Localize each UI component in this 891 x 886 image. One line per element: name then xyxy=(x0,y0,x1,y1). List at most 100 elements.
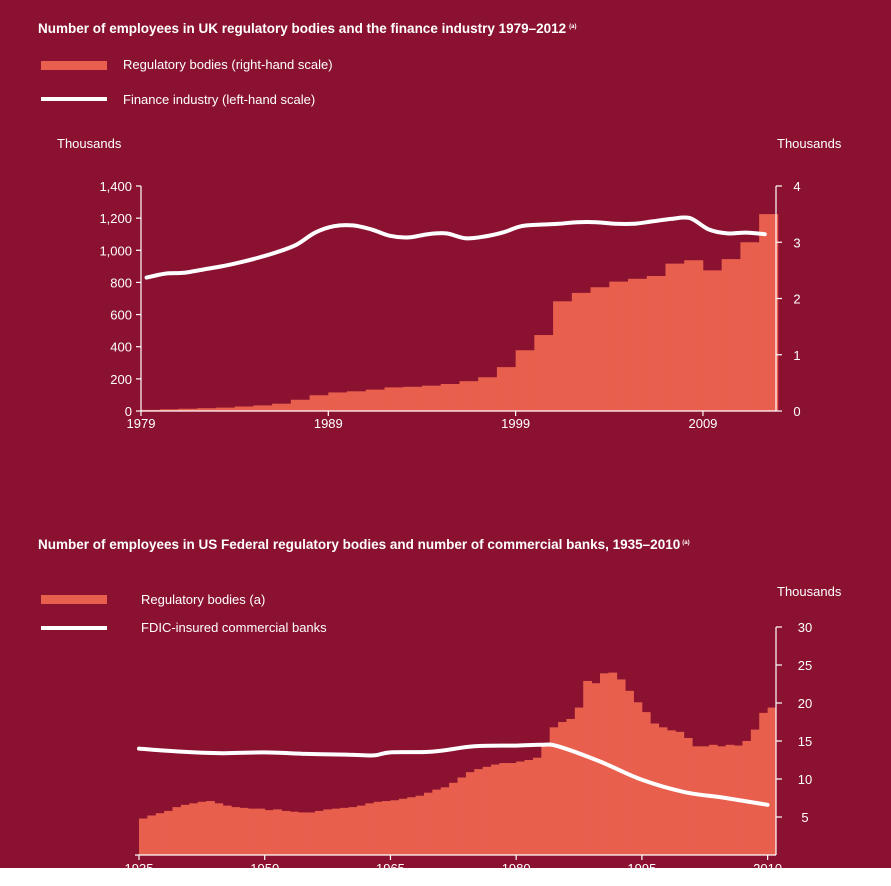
us-legend-line-label: FDIC-insured commercial banks xyxy=(141,620,327,635)
us-regulatory-bar xyxy=(247,808,257,855)
uk-legend-line-label: Finance industry (left-hand scale) xyxy=(123,92,315,107)
us-x-tick-label: 1950 xyxy=(250,861,279,876)
us-regulatory-bar xyxy=(641,712,651,855)
uk-regulatory-bar xyxy=(571,292,591,411)
uk-regulatory-bar xyxy=(197,408,217,411)
us-regulatory-bar xyxy=(524,760,534,855)
us-regulatory-bar xyxy=(583,680,593,855)
us-regulatory-bar xyxy=(398,798,408,855)
uk-regulatory-bar xyxy=(553,301,573,411)
uk-regulatory-bar xyxy=(478,377,498,411)
us-regulatory-bar xyxy=(532,757,542,855)
us-regulatory-bar xyxy=(323,809,333,855)
us-legend-bar-swatch xyxy=(41,595,107,604)
us-regulatory-bar xyxy=(541,744,551,855)
us-regulatory-bar xyxy=(507,763,517,855)
us-regulatory-bar xyxy=(206,801,215,855)
us-regulatory-bar xyxy=(180,804,190,855)
us-regulatory-bar xyxy=(574,707,584,855)
us-regulatory-bar xyxy=(708,744,718,855)
us-regulatory-bar xyxy=(273,809,282,855)
us-regulatory-bar xyxy=(683,737,693,855)
us-regulatory-bar xyxy=(759,712,769,855)
uk-right-tick-label: 4 xyxy=(793,179,800,194)
uk-regulatory-bar xyxy=(515,350,535,411)
us-regulatory-bar xyxy=(449,782,458,855)
uk-regulatory-bar xyxy=(534,335,554,411)
us-chart: Number of employees in US Federal regula… xyxy=(38,537,842,876)
uk-legend-bar-label: Regulatory bodies (right-hand scale) xyxy=(123,57,333,72)
uk-regulatory-bar xyxy=(309,395,329,411)
uk-left-tick-label: 600 xyxy=(110,308,132,323)
us-regulatory-bar xyxy=(373,801,383,855)
us-regulatory-bar xyxy=(390,800,400,855)
uk-regulatory-bar xyxy=(459,381,479,411)
us-regulatory-bar xyxy=(432,789,442,855)
us-legend-bar-label: Regulatory bodies (a) xyxy=(141,592,265,607)
us-regulatory-bar xyxy=(197,801,207,855)
uk-regulatory-bar xyxy=(234,406,254,411)
uk-regulatory-bar xyxy=(272,403,292,411)
us-regulatory-bar xyxy=(331,808,341,855)
uk-regulatory-bar xyxy=(759,214,779,411)
us-regulatory-bar xyxy=(415,795,425,855)
uk-right-tick-label: 0 xyxy=(793,404,800,419)
us-right-tick-label: 30 xyxy=(798,620,812,635)
us-regulatory-bar xyxy=(667,730,676,855)
uk-left-tick-label: 1,400 xyxy=(99,179,132,194)
uk-left-tick-label: 200 xyxy=(110,372,132,387)
us-regulatory-bar xyxy=(658,727,668,855)
us-chart-title: Number of employees in US Federal regula… xyxy=(38,537,690,552)
uk-left-axis-label: Thousands xyxy=(57,136,122,151)
us-regulatory-bar xyxy=(281,810,291,855)
us-right-axis-label: Thousands xyxy=(777,584,842,599)
chart-background xyxy=(0,0,891,868)
uk-left-tick-label: 400 xyxy=(110,340,132,355)
us-right-tick-label: 15 xyxy=(798,734,812,749)
uk-regulatory-bar xyxy=(684,260,704,411)
us-regulatory-bar xyxy=(189,803,199,855)
us-regulatory-bar xyxy=(650,723,660,855)
uk-regulatory-bar xyxy=(215,407,236,411)
us-regulatory-bar xyxy=(465,772,475,855)
us-x-tick-label: 1965 xyxy=(376,861,405,876)
us-regulatory-bar xyxy=(608,672,618,855)
uk-chart-title: Number of employees in UK regulatory bod… xyxy=(38,21,577,36)
uk-regulatory-bar xyxy=(159,409,179,411)
us-x-tick-label: 1980 xyxy=(502,861,531,876)
us-regulatory-bar xyxy=(407,797,416,855)
us-regulatory-bar xyxy=(717,746,727,855)
uk-x-tick-label: 2009 xyxy=(688,416,717,431)
us-regulatory-bar xyxy=(172,807,182,855)
us-regulatory-bar xyxy=(356,805,366,855)
us-regulatory-bar xyxy=(231,807,240,855)
uk-regulatory-bar xyxy=(347,391,367,411)
us-right-tick-label: 10 xyxy=(798,772,812,787)
us-regulatory-bar xyxy=(147,815,157,855)
uk-regulatory-bar xyxy=(365,389,385,411)
us-x-tick-label: 2010 xyxy=(753,861,782,876)
us-regulatory-bar xyxy=(440,787,450,855)
uk-regulatory-bar xyxy=(421,385,442,411)
uk-chart-title-text: Number of employees in UK regulatory bod… xyxy=(38,21,566,36)
us-regulatory-bar xyxy=(742,741,752,855)
us-regulatory-bar xyxy=(566,718,576,855)
us-regulatory-bar xyxy=(315,810,324,855)
us-regulatory-bar xyxy=(256,808,266,855)
us-regulatory-bar xyxy=(423,792,433,855)
us-regulatory-bar xyxy=(692,746,701,855)
us-regulatory-bar xyxy=(348,807,358,855)
uk-regulatory-bar xyxy=(384,387,404,411)
us-right-tick-label: 25 xyxy=(798,658,812,673)
uk-regulatory-bar xyxy=(740,242,760,411)
uk-regulatory-bar xyxy=(702,270,723,411)
us-regulatory-bar xyxy=(457,777,467,855)
uk-regulatory-bar xyxy=(721,259,741,411)
us-right-tick-label: 5 xyxy=(801,810,808,825)
uk-regulatory-bar xyxy=(496,367,516,411)
us-commercial-banks-line xyxy=(137,742,770,807)
us-regulatory-bar xyxy=(139,818,148,855)
us-regulatory-bar xyxy=(700,746,710,855)
